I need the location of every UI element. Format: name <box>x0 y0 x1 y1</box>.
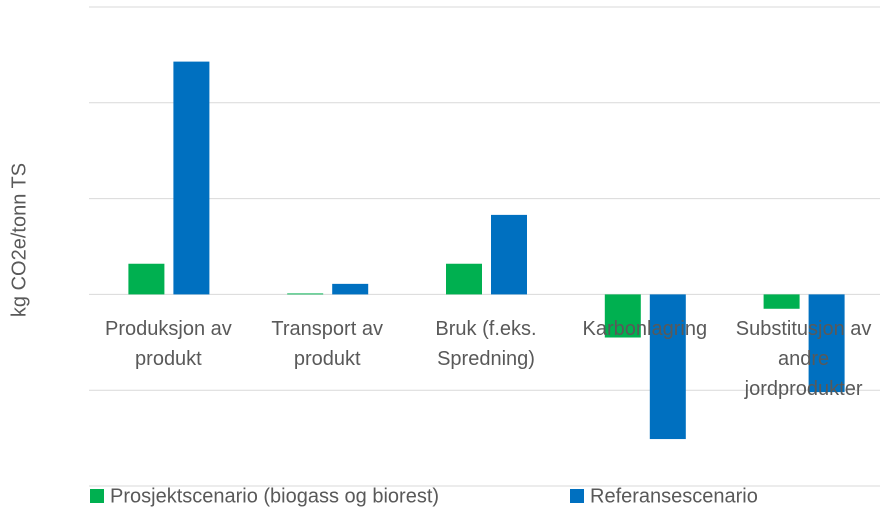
x-tick-label: Bruk (f.eks. Spredning) <box>435 318 537 370</box>
x-tick-label: Transport av produkt <box>271 318 383 370</box>
bar <box>491 214 527 295</box>
bar <box>763 294 800 309</box>
x-tick-label: Karbonlagring <box>582 318 708 340</box>
bar <box>287 293 324 295</box>
bar <box>446 263 482 295</box>
bar <box>604 294 641 338</box>
legend-swatch <box>570 489 584 503</box>
legend-swatch <box>90 489 104 503</box>
x-tick-label: Produksjon av produkt <box>105 318 232 370</box>
y-axis-label: kg CO2e/tonn TS <box>8 163 30 317</box>
x-tick-label: Substitusjon av andre jordprodukter <box>735 318 872 400</box>
bar <box>128 263 165 295</box>
bar <box>173 61 210 295</box>
bar <box>649 294 686 440</box>
bar <box>332 283 369 295</box>
legend-label: Referansescenario <box>590 485 758 507</box>
legend-label: Prosjektscenario (biogass og biorest) <box>110 485 439 507</box>
bar <box>808 294 845 393</box>
